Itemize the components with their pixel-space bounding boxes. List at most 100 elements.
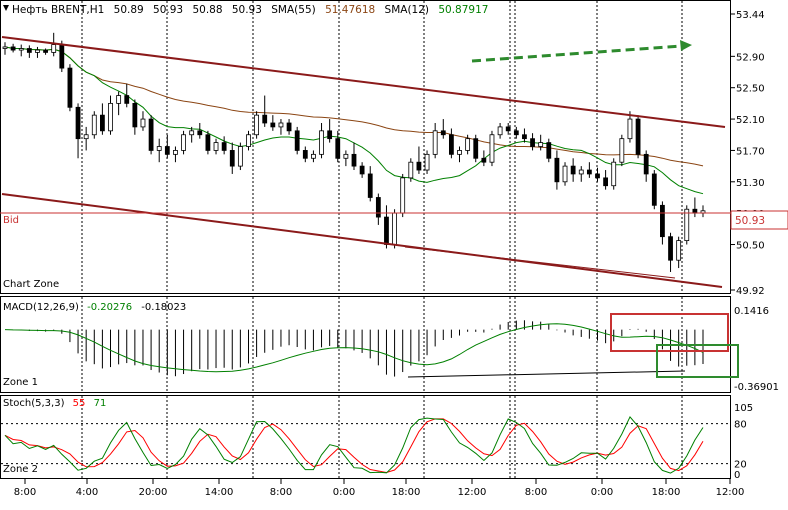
- trend-arrow-head: [680, 40, 692, 51]
- candle-body: [684, 208, 690, 242]
- candle-body: [668, 236, 673, 261]
- price-tick-label: 51.30: [736, 178, 765, 189]
- candle-body: [546, 142, 552, 159]
- candle-body: [10, 46, 16, 51]
- candle-body: [246, 134, 251, 147]
- candle-body: [335, 138, 341, 159]
- chart-zone-label: Chart Zone: [3, 279, 59, 290]
- candle-body: [651, 173, 657, 206]
- stoch-d-value: 71: [94, 398, 107, 409]
- macd-trendline[interactable]: [407, 370, 686, 378]
- macd-header: MACD(12,26,9) -0.20276 -0.18023: [3, 302, 186, 313]
- candle-body: [205, 134, 211, 151]
- macd-title: MACD(12,26,9): [3, 302, 79, 313]
- candle-body: [91, 114, 97, 136]
- candle-body: [67, 67, 73, 108]
- candle-body: [351, 153, 357, 167]
- candle-body: [562, 165, 568, 183]
- candle-body: [294, 130, 300, 151]
- candle-body: [343, 153, 349, 159]
- candle-body: [448, 134, 454, 155]
- candle-body: [319, 130, 324, 155]
- candles-group: [2, 32, 706, 272]
- stoch-main-line: [4, 415, 704, 474]
- candle-body: [213, 142, 219, 151]
- candle-body: [384, 216, 389, 245]
- time-tick-label: 8:00: [270, 487, 292, 498]
- sma12-value: 50.87917: [438, 4, 488, 16]
- sma55-label: SMA(55): [271, 4, 315, 16]
- symbol-title: Нефть BRENT,H1: [12, 4, 104, 16]
- candle-body: [237, 146, 243, 167]
- price-tick-label: 53.44: [736, 10, 765, 21]
- candle-body: [18, 48, 24, 51]
- candle-body: [522, 134, 527, 140]
- channel-lower-line[interactable]: [1, 193, 723, 288]
- macd-tick-bottom: -0.36901: [734, 382, 779, 393]
- macd-panel: [4, 320, 704, 377]
- candle-body: [181, 134, 186, 151]
- dropdown-triangle-icon[interactable]: [3, 5, 9, 11]
- price-tick-label: 52.10: [736, 115, 765, 126]
- candle-body: [513, 130, 519, 136]
- time-tick-label: 8:00: [14, 487, 36, 498]
- candle-body: [586, 169, 592, 175]
- candle-body: [132, 102, 138, 128]
- stoch-k-value: 55: [73, 398, 86, 409]
- candle-body: [302, 150, 308, 159]
- stoch-panel: [1, 415, 730, 474]
- bid-label: Bid: [3, 215, 19, 226]
- candle-body: [254, 114, 260, 136]
- stoch-panel-frame: [0, 395, 731, 479]
- candle-body: [457, 150, 462, 155]
- candle-body: [286, 122, 292, 132]
- bid-price-value: 50.93: [735, 215, 765, 227]
- stoch-title: Stoch(5,3,3): [3, 398, 65, 409]
- candle-body: [221, 142, 227, 151]
- candle-body: [99, 114, 105, 132]
- price-tick-label: 51.70: [736, 146, 765, 157]
- candle-body: [400, 177, 406, 214]
- candle-body: [359, 165, 365, 175]
- candle-body: [26, 48, 32, 53]
- price-tick-label: 52.50: [736, 84, 765, 95]
- candle-body: [59, 44, 65, 69]
- sma12-label: SMA(12): [385, 4, 429, 16]
- candle-body: [327, 130, 333, 140]
- time-tick-label: 8:00: [525, 487, 547, 498]
- zone1-label: Zone 1: [3, 377, 38, 388]
- stoch-axis: 105 80 200: [734, 403, 753, 481]
- bid-price-tag: 50.93: [730, 210, 788, 230]
- price-panel-frame: [0, 0, 731, 294]
- stoch-header: Stoch(5,3,3) 55 71: [3, 398, 106, 409]
- candle-body: [108, 102, 113, 132]
- open-value: 50.89: [114, 4, 144, 16]
- support-trendline[interactable]: [404, 246, 676, 279]
- candle-body: [189, 130, 195, 136]
- candle-body: [270, 122, 276, 128]
- time-tick-label: 18:00: [652, 487, 681, 498]
- candle-body: [148, 118, 154, 151]
- macd-red-highlight-box[interactable]: [610, 313, 729, 352]
- candle-body: [473, 138, 479, 159]
- time-tick-label: 4:00: [76, 487, 98, 498]
- time-axis: 8:00 4:00 20:00 14:00 8:00 0:00 18:00 12:00 8:00…: [14, 479, 744, 498]
- candle-body: [416, 161, 422, 171]
- candle-body: [538, 142, 544, 147]
- candle-body: [140, 118, 146, 128]
- candle-body: [173, 150, 178, 155]
- candle-body: [440, 130, 446, 136]
- channel-upper-line[interactable]: [1, 36, 726, 128]
- candle-body: [432, 130, 438, 155]
- stoch-tick-label: 20: [734, 460, 747, 471]
- low-value: 50.88: [192, 4, 222, 16]
- time-tick-label: 20:00: [139, 487, 168, 498]
- macd-green-highlight-box[interactable]: [656, 344, 739, 378]
- candle-body: [603, 177, 609, 187]
- candle-body: [116, 95, 122, 104]
- candle-body: [570, 165, 576, 175]
- candle-body: [611, 161, 617, 187]
- trend-arrow-line[interactable]: [471, 44, 683, 63]
